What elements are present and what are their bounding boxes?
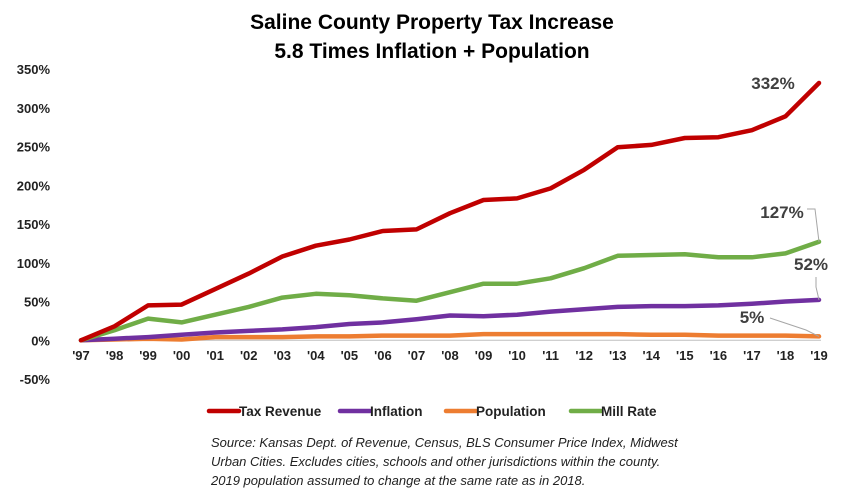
y-tick-label: 150% [17,217,51,232]
y-tick-label: 100% [17,256,51,271]
y-tick-label: 0% [31,333,50,348]
x-tick-label: '13 [609,348,627,363]
source-note: Source: Kansas Dept. of Revenue, Census,… [211,433,771,490]
x-tick-label: '06 [374,348,392,363]
x-tick-label: '18 [777,348,795,363]
x-tick-label: '02 [240,348,258,363]
y-tick-label: 350% [17,62,51,77]
series-line-mill-rate [78,239,822,343]
y-tick-label: 200% [17,178,51,193]
x-tick-label: '98 [106,348,124,363]
legend-label-mill-rate: Mill Rate [601,404,657,419]
x-tick-label: '16 [710,348,728,363]
annotations: 332% 127% 52% 5% [740,74,828,337]
x-tick-label: '10 [508,348,526,363]
annotation-leader-line [807,208,820,242]
x-tick-label: '09 [475,348,493,363]
chart-subtitle: 5.8 Times Inflation + Population [274,40,589,63]
y-tick-label: 250% [17,140,51,155]
series-lines [78,80,822,343]
x-axis: '97 '98 '99 '00 '01 '02 '03 '04 '05 '06 '07 '08 '09 '… [72,348,828,363]
source-note-line-1: Source: Kansas Dept. of Revenue, Census,… [211,435,678,450]
legend-label-population: Population [476,404,546,419]
x-tick-label: '14 [642,348,660,363]
data-label-inflation: 52% [794,255,828,274]
series-line-population [78,331,822,343]
annotation-leader-line [769,317,820,337]
source-note-line-2: Urban Cities. Excludes cities, schools a… [211,454,661,469]
x-tick-label: '97 [72,348,90,363]
x-tick-label: '19 [810,348,828,363]
legend-label-tax-revenue: Tax Revenue [239,404,322,419]
series-line-tax-revenue [78,80,822,343]
annotation-leader-line [815,277,820,301]
x-tick-label: '07 [408,348,426,363]
data-label-tax-revenue: 332% [751,74,794,93]
y-tick-label: 50% [24,295,50,310]
chart-title: Saline County Property Tax Increase [250,11,614,34]
x-tick-label: '99 [139,348,157,363]
x-tick-label: '03 [273,348,291,363]
legend: Tax Revenue Inflation Population Mill Rate [206,404,657,419]
x-tick-label: '17 [743,348,761,363]
x-tick-label: '04 [307,348,325,363]
x-tick-label: '05 [341,348,359,363]
x-tick-label: '11 [542,348,559,363]
x-tick-label: '08 [441,348,459,363]
data-label-mill-rate: 127% [760,203,803,222]
x-tick-label: '01 [206,348,224,363]
x-tick-label: '15 [676,348,694,363]
y-tick-label: 300% [17,101,51,116]
y-axis: 350% 300% 250% 200% 150% 100% 50% 0% -50% [17,62,51,387]
series-line-inflation [78,297,822,343]
x-tick-label: '00 [173,348,191,363]
source-note-line-3: 2019 population assumed to change at the… [211,473,586,488]
legend-label-inflation: Inflation [370,404,423,419]
y-tick-label: -50% [20,372,51,387]
data-label-population: 5% [740,308,765,327]
x-tick-label: '12 [575,348,593,363]
